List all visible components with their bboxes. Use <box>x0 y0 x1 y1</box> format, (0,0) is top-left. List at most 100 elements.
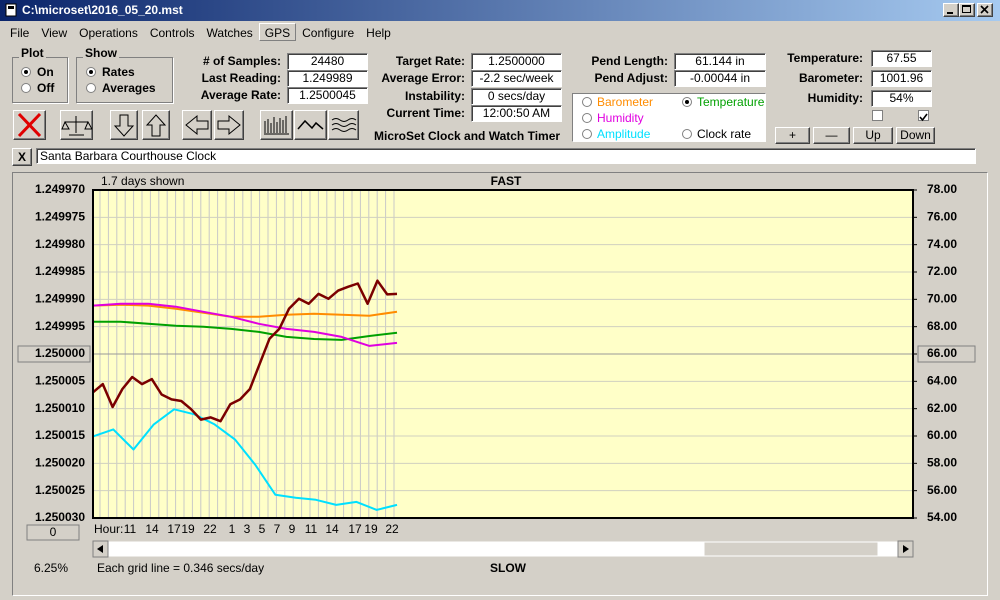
plot-radio[interactable] <box>21 67 31 77</box>
timing-label: Instability: <box>404 88 465 103</box>
legend-radio[interactable] <box>682 129 692 139</box>
pendulum-value: 61.144 in <box>674 53 766 70</box>
hour-label: 3 <box>244 522 251 536</box>
series-line <box>92 303 398 318</box>
minimize-button[interactable] <box>943 3 959 17</box>
title-bar: C:\microset\2016_05_20.mst <box>0 0 1000 21</box>
menu-item[interactable]: Operations <box>79 26 138 40</box>
y-tick-label: 1.250005 <box>35 374 85 388</box>
menu-item[interactable]: Configure <box>302 26 355 40</box>
adjust-button[interactable]: — <box>813 127 850 144</box>
hour-label: 17 <box>167 522 181 536</box>
stats-label: Average Rate: <box>200 88 281 102</box>
timing-label: Current Time: <box>386 105 465 120</box>
hour-label: 7 <box>274 522 281 536</box>
y2-tick-label: 58.00 <box>927 456 957 470</box>
y-tick-label: 1.249995 <box>35 319 85 333</box>
environment-value: 67.55 <box>871 50 932 67</box>
show-radio[interactable] <box>86 83 96 93</box>
menu-item[interactable]: Watches <box>206 26 253 40</box>
adjust-button[interactable]: + <box>775 127 810 144</box>
stats-value: 1.249989 <box>287 70 368 87</box>
plot-option-label[interactable]: Off <box>37 81 55 95</box>
offset-label: 0 <box>50 525 57 539</box>
pendulum-label: Pend Adjust: <box>594 71 668 85</box>
legend-box <box>572 93 766 142</box>
close-button[interactable] <box>977 3 993 17</box>
environment-label: Barometer: <box>798 71 863 85</box>
scroll-right-button[interactable] <box>214 110 244 140</box>
environment-label: Humidity: <box>807 91 863 105</box>
legend-label[interactable]: Humidity <box>597 111 644 125</box>
environment-value: 54% <box>871 90 932 107</box>
window-title: C:\microset\2016_05_20.mst <box>22 3 183 17</box>
legend-label[interactable]: Amplitude <box>597 127 651 141</box>
adjust-button[interactable]: Up <box>853 127 893 144</box>
menu-item[interactable]: GPS <box>258 23 297 41</box>
clock-name-field[interactable]: Santa Barbara Courthouse Clock <box>36 148 976 164</box>
legend-label[interactable]: Clock rate <box>697 127 752 141</box>
show-group <box>76 57 173 103</box>
clear-name-button[interactable]: X <box>12 148 32 166</box>
y2-tick-label: 76.00 <box>927 210 957 224</box>
option-checkbox[interactable] <box>918 110 929 122</box>
stats-label: # of Samples: <box>202 54 281 68</box>
stop-button[interactable] <box>13 110 46 140</box>
series-line <box>92 279 398 423</box>
legend-radio[interactable] <box>582 129 592 139</box>
maximize-button[interactable] <box>959 3 975 17</box>
wave-view-button[interactable] <box>328 110 359 140</box>
legend-label[interactable]: Barometer <box>597 95 654 109</box>
environment-label: Temperature: <box>787 51 863 65</box>
hour-label: 1 <box>229 522 236 536</box>
y2-tick-label: 70.00 <box>927 292 957 306</box>
app-caption: MicroSet Clock and Watch Timer <box>374 129 561 143</box>
x-axis-label: Hour: <box>94 522 123 536</box>
scroll-arrow-icon <box>903 545 909 553</box>
scale-button[interactable] <box>60 110 93 140</box>
zoom-label: 6.25% <box>34 561 68 575</box>
menu-item[interactable]: Help <box>366 26 391 40</box>
hour-label: 5 <box>259 522 266 536</box>
show-radio[interactable] <box>86 67 96 77</box>
y2-tick-label: 74.00 <box>927 237 957 251</box>
y-tick-label: 1.250010 <box>35 401 85 415</box>
option-checkbox[interactable] <box>872 110 883 121</box>
hour-label: 17 <box>348 522 362 536</box>
scrollbar-thumb <box>703 541 879 557</box>
menu-item[interactable]: Controls <box>149 26 195 40</box>
legend-radio[interactable] <box>582 113 592 123</box>
hour-label: 22 <box>203 522 217 536</box>
plot-option-label[interactable]: On <box>37 65 54 79</box>
y2-tick-label: 62.00 <box>927 401 957 415</box>
adjust-button[interactable]: Down <box>896 127 935 144</box>
menu-item[interactable]: File <box>10 26 30 40</box>
pendulum-label: Pend Length: <box>591 54 668 68</box>
y2-tick-label: 68.00 <box>927 319 957 333</box>
hour-label: 11 <box>305 522 318 536</box>
scroll-arrow-icon <box>97 545 103 553</box>
line-view-button[interactable] <box>294 110 327 140</box>
plot-group <box>12 57 68 103</box>
hour-label: 9 <box>289 522 296 536</box>
scroll-up-button[interactable] <box>142 110 170 140</box>
legend-label[interactable]: Temperature <box>697 95 765 109</box>
scroll-down-button[interactable] <box>110 110 138 140</box>
legend-radio[interactable] <box>682 97 692 107</box>
span-label: 1.7 days shown <box>101 174 184 188</box>
bottom-label: SLOW <box>490 561 527 575</box>
scroll-left-button[interactable] <box>182 110 212 140</box>
legend-radio[interactable] <box>582 97 592 107</box>
menu-item[interactable]: View <box>41 26 68 40</box>
y2-tick-label: 66.00 <box>927 346 957 360</box>
hour-label: 14 <box>145 522 159 536</box>
y-tick-label: 1.250020 <box>35 456 85 470</box>
hour-label: 14 <box>325 522 339 536</box>
bars-view-button[interactable] <box>260 110 293 140</box>
show-option-label[interactable]: Averages <box>102 81 156 95</box>
chart-panel <box>12 172 988 596</box>
show-option-label[interactable]: Rates <box>102 65 135 79</box>
y-tick-label: 1.249970 <box>35 182 85 196</box>
plot-radio[interactable] <box>21 83 31 93</box>
